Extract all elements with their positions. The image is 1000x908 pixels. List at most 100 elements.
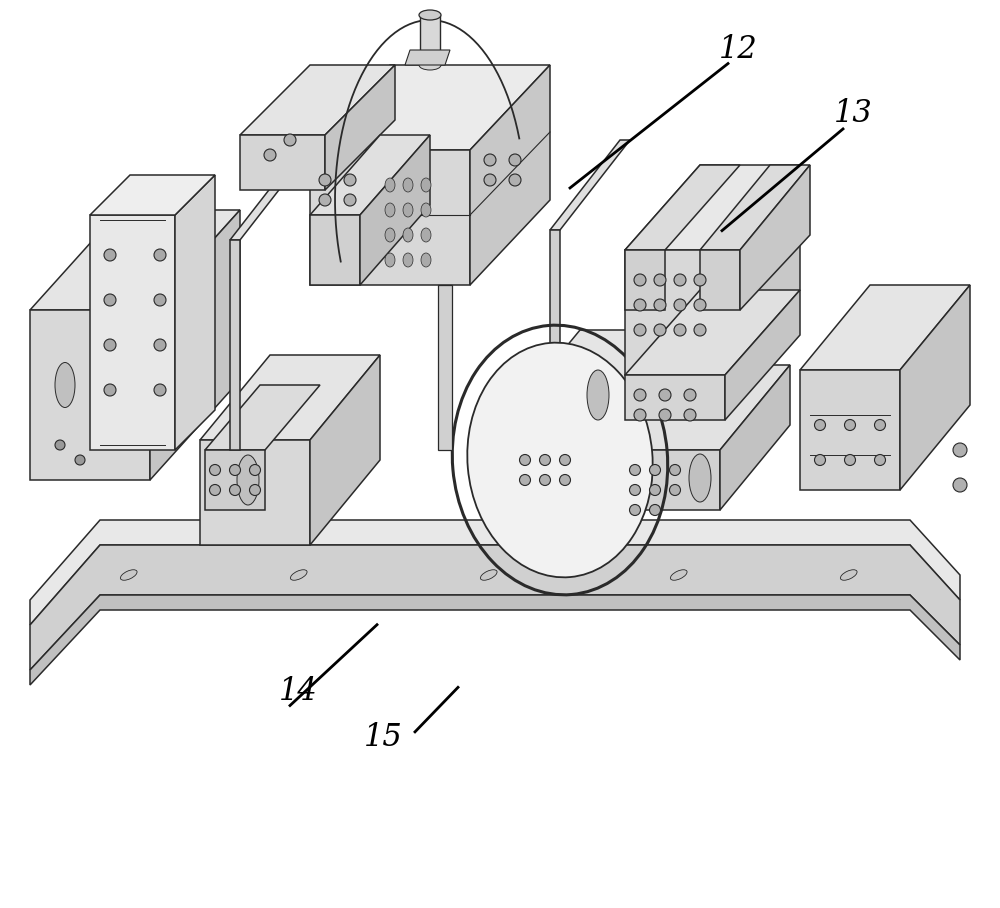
- Polygon shape: [800, 285, 970, 370]
- Circle shape: [284, 134, 296, 146]
- Circle shape: [104, 294, 116, 306]
- Circle shape: [874, 455, 886, 466]
- Polygon shape: [625, 250, 665, 310]
- Ellipse shape: [467, 342, 653, 577]
- Ellipse shape: [120, 569, 137, 580]
- Circle shape: [674, 324, 686, 336]
- Ellipse shape: [421, 178, 431, 192]
- Circle shape: [484, 174, 496, 186]
- Circle shape: [630, 505, 640, 516]
- Polygon shape: [438, 285, 452, 450]
- Polygon shape: [30, 520, 960, 625]
- Polygon shape: [30, 210, 240, 310]
- Polygon shape: [325, 65, 395, 190]
- Polygon shape: [625, 165, 800, 250]
- Polygon shape: [900, 285, 970, 490]
- Text: 14: 14: [279, 676, 317, 707]
- Polygon shape: [30, 310, 150, 480]
- Polygon shape: [90, 175, 215, 215]
- Circle shape: [484, 154, 496, 166]
- Polygon shape: [510, 330, 690, 415]
- Ellipse shape: [419, 60, 441, 70]
- Circle shape: [55, 440, 65, 450]
- Ellipse shape: [385, 253, 395, 267]
- Ellipse shape: [421, 253, 431, 267]
- Ellipse shape: [403, 228, 413, 242]
- Circle shape: [659, 389, 671, 401]
- Polygon shape: [150, 210, 240, 480]
- Polygon shape: [620, 450, 720, 510]
- Ellipse shape: [55, 362, 75, 408]
- Polygon shape: [625, 290, 800, 375]
- Ellipse shape: [385, 228, 395, 242]
- Circle shape: [684, 409, 696, 421]
- Circle shape: [670, 465, 680, 476]
- Polygon shape: [205, 385, 320, 450]
- Ellipse shape: [480, 569, 497, 580]
- Circle shape: [654, 274, 666, 286]
- Circle shape: [104, 384, 116, 396]
- Polygon shape: [800, 370, 900, 490]
- Circle shape: [953, 443, 967, 457]
- Polygon shape: [620, 330, 690, 510]
- Circle shape: [344, 194, 356, 206]
- Circle shape: [520, 455, 530, 466]
- Polygon shape: [200, 355, 380, 440]
- Circle shape: [634, 389, 646, 401]
- Circle shape: [154, 384, 166, 396]
- Circle shape: [154, 294, 166, 306]
- Polygon shape: [90, 215, 175, 450]
- Polygon shape: [550, 230, 560, 440]
- Circle shape: [650, 465, 660, 476]
- Circle shape: [844, 419, 856, 430]
- Polygon shape: [200, 440, 310, 545]
- Circle shape: [250, 465, 260, 476]
- Polygon shape: [405, 50, 450, 65]
- Circle shape: [650, 485, 660, 496]
- Circle shape: [694, 324, 706, 336]
- Polygon shape: [205, 450, 265, 510]
- Circle shape: [634, 299, 646, 311]
- Circle shape: [844, 455, 856, 466]
- Circle shape: [560, 455, 570, 466]
- Circle shape: [634, 324, 646, 336]
- Ellipse shape: [403, 203, 413, 217]
- Circle shape: [250, 485, 260, 496]
- Circle shape: [319, 174, 331, 186]
- Polygon shape: [510, 415, 620, 510]
- Polygon shape: [420, 15, 440, 65]
- Polygon shape: [310, 150, 470, 285]
- Polygon shape: [310, 135, 430, 215]
- Polygon shape: [700, 165, 810, 250]
- Circle shape: [814, 455, 826, 466]
- Circle shape: [75, 455, 85, 465]
- Polygon shape: [30, 595, 960, 685]
- Circle shape: [650, 505, 660, 516]
- Circle shape: [630, 465, 640, 476]
- Polygon shape: [725, 290, 800, 420]
- Circle shape: [509, 154, 521, 166]
- Polygon shape: [740, 165, 810, 310]
- Circle shape: [630, 485, 640, 496]
- Circle shape: [659, 409, 671, 421]
- Ellipse shape: [237, 455, 259, 505]
- Polygon shape: [550, 140, 630, 230]
- Polygon shape: [625, 250, 725, 375]
- Circle shape: [210, 485, 220, 496]
- Ellipse shape: [554, 440, 576, 490]
- Polygon shape: [720, 365, 790, 510]
- Circle shape: [654, 324, 666, 336]
- Polygon shape: [310, 65, 550, 150]
- Circle shape: [154, 339, 166, 351]
- Polygon shape: [230, 240, 240, 450]
- Circle shape: [344, 174, 356, 186]
- Text: 15: 15: [364, 722, 402, 753]
- Polygon shape: [240, 65, 395, 135]
- Circle shape: [264, 149, 276, 161]
- Polygon shape: [725, 165, 800, 375]
- Circle shape: [874, 419, 886, 430]
- Ellipse shape: [840, 569, 857, 580]
- Circle shape: [674, 274, 686, 286]
- Polygon shape: [625, 375, 725, 420]
- Ellipse shape: [290, 569, 307, 580]
